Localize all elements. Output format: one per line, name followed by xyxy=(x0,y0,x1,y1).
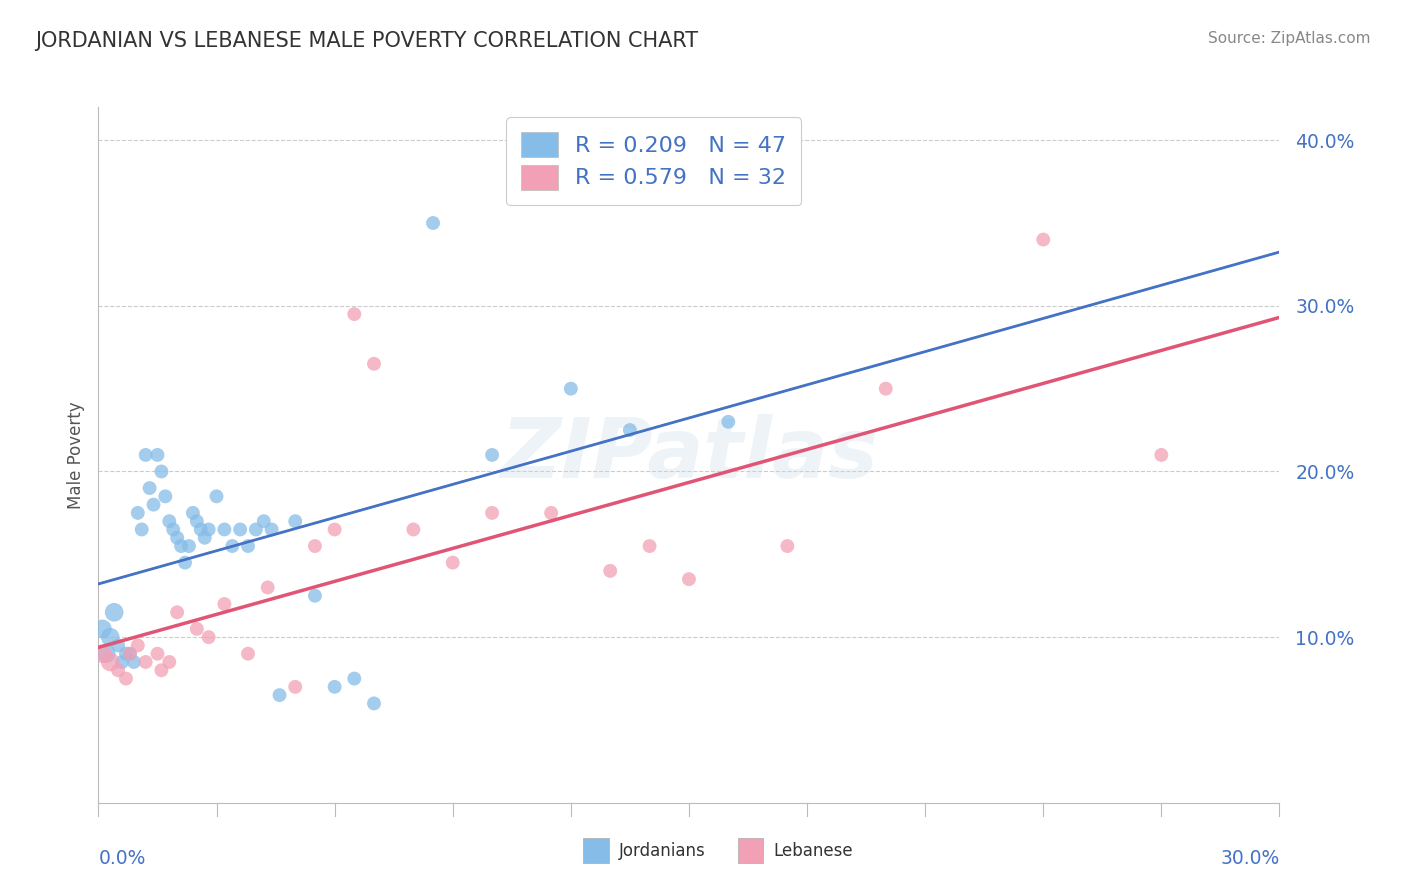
Point xyxy=(221,539,243,553)
Point xyxy=(138,481,160,495)
Point xyxy=(323,523,346,537)
Point xyxy=(304,589,326,603)
Point xyxy=(98,655,121,669)
Point xyxy=(304,539,326,553)
Point xyxy=(197,630,219,644)
Point xyxy=(190,523,212,537)
Text: ZIPatlas: ZIPatlas xyxy=(501,415,877,495)
Point xyxy=(402,523,425,537)
Point xyxy=(343,672,366,686)
Point xyxy=(162,523,184,537)
Point xyxy=(214,523,236,537)
Point xyxy=(155,489,177,503)
Point xyxy=(441,556,464,570)
Legend: R = 0.209   N = 47, R = 0.579   N = 32: R = 0.209 N = 47, R = 0.579 N = 32 xyxy=(506,118,800,205)
Point xyxy=(214,597,236,611)
Point xyxy=(166,605,188,619)
Point xyxy=(236,539,259,553)
Point xyxy=(599,564,621,578)
Point xyxy=(166,531,188,545)
Point xyxy=(717,415,740,429)
Point xyxy=(363,697,385,711)
Point xyxy=(205,489,228,503)
Point xyxy=(91,622,114,636)
Point xyxy=(150,465,173,479)
Point xyxy=(229,523,252,537)
Text: Jordanians: Jordanians xyxy=(619,842,706,860)
Point xyxy=(619,423,641,437)
Point xyxy=(170,539,193,553)
Point xyxy=(107,663,129,677)
Point xyxy=(194,531,217,545)
Point xyxy=(122,655,145,669)
Point xyxy=(186,514,208,528)
Y-axis label: Male Poverty: Male Poverty xyxy=(66,401,84,508)
Point xyxy=(678,572,700,586)
Point xyxy=(269,688,291,702)
Point xyxy=(284,514,307,528)
Point xyxy=(96,647,118,661)
Point xyxy=(422,216,444,230)
Point xyxy=(118,647,141,661)
Point xyxy=(256,581,278,595)
Point xyxy=(1150,448,1173,462)
Point xyxy=(323,680,346,694)
Point xyxy=(146,448,169,462)
Point xyxy=(540,506,562,520)
Point xyxy=(146,647,169,661)
Point xyxy=(142,498,165,512)
Text: 0.0%: 0.0% xyxy=(98,849,146,868)
Point xyxy=(177,539,200,553)
Point xyxy=(127,506,149,520)
Point xyxy=(174,556,197,570)
Point xyxy=(131,523,153,537)
Point xyxy=(776,539,799,553)
Point xyxy=(157,655,180,669)
Point xyxy=(127,639,149,653)
Text: Source: ZipAtlas.com: Source: ZipAtlas.com xyxy=(1208,31,1371,46)
Point xyxy=(115,672,138,686)
Text: Lebanese: Lebanese xyxy=(773,842,853,860)
Point xyxy=(875,382,897,396)
Point xyxy=(115,647,138,661)
Point xyxy=(481,448,503,462)
Point xyxy=(150,663,173,677)
Point xyxy=(118,647,141,661)
Point xyxy=(111,655,134,669)
Point xyxy=(284,680,307,694)
Point xyxy=(91,647,114,661)
Point xyxy=(157,514,180,528)
Point xyxy=(107,639,129,653)
Point xyxy=(103,605,125,619)
Point xyxy=(98,630,121,644)
Text: JORDANIAN VS LEBANESE MALE POVERTY CORRELATION CHART: JORDANIAN VS LEBANESE MALE POVERTY CORRE… xyxy=(35,31,699,51)
Text: 30.0%: 30.0% xyxy=(1220,849,1279,868)
Point xyxy=(245,523,267,537)
Point xyxy=(638,539,661,553)
Point xyxy=(236,647,259,661)
Point xyxy=(560,382,582,396)
Point xyxy=(253,514,276,528)
Point xyxy=(343,307,366,321)
Point xyxy=(197,523,219,537)
Point xyxy=(181,506,204,520)
Point xyxy=(135,655,157,669)
Point xyxy=(363,357,385,371)
Point xyxy=(481,506,503,520)
Point xyxy=(260,523,283,537)
Point xyxy=(1032,233,1054,247)
Point xyxy=(186,622,208,636)
Point xyxy=(135,448,157,462)
